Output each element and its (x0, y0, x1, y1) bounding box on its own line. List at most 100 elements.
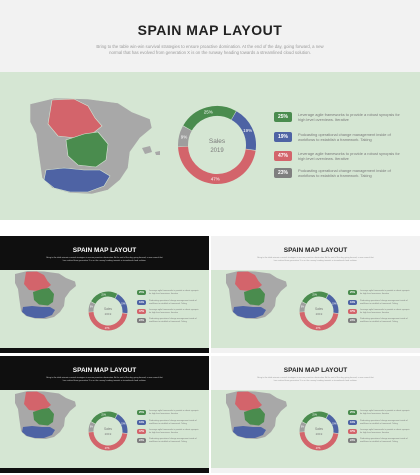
sales-donut-chart: 25% 19% 47% 9% (299, 411, 339, 451)
donut-segment-label: 25% (312, 294, 317, 296)
legend-text: Podcasting operational change management… (360, 438, 408, 443)
sales-donut-chart: 25% 19% 47% 9% (177, 105, 256, 184)
donut-segment (299, 411, 339, 451)
thumb-body: 25% 19% 47% 9% Sales 2019 25% Leverage agile… (211, 270, 420, 353)
legend-item: 19% Podcasting operational change manage… (274, 132, 408, 142)
thumb-title: SPAIN MAP LAYOUT (72, 367, 137, 374)
thumbnail-dark-2[interactable]: SPAIN MAP LAYOUT Bring to the table win-… (0, 356, 209, 473)
thumb-body: 25% 19% 47% 9% Sales 2019 25% Leverage agile… (0, 270, 209, 353)
donut-center-label: Sales (104, 427, 112, 431)
donut-segment (88, 411, 128, 451)
legend-text: Leverage agile frameworks to provide a r… (149, 290, 199, 295)
spain-map (15, 391, 76, 439)
legend-badge: 25% (137, 290, 146, 296)
thumb-header: SPAIN MAP LAYOUT Bring to the table win-… (211, 356, 420, 390)
legend-text: Podcasting operational change management… (149, 300, 197, 305)
sales-donut-chart: 25% 19% 47% 9% (88, 411, 128, 451)
donut-segment-label: 19% (121, 303, 126, 305)
donut-segment-label: 47% (105, 328, 110, 330)
donut-segment-label: 9% (90, 307, 93, 309)
map-south-region (43, 167, 111, 193)
legend-badge: 23% (137, 438, 146, 444)
donut-segment-label: 9% (301, 427, 304, 429)
legend-text: Podcasting operational change management… (149, 438, 197, 443)
slide-subtitle: Bring to the table win-win survival stra… (96, 44, 324, 55)
thumbnail-dark-1[interactable]: SPAIN MAP LAYOUT Bring to the table win-… (0, 236, 209, 353)
legend-item: 25% Leverage agile frameworks to provide … (137, 410, 201, 416)
legend-item: 47% Leverage agile frameworks to provide … (348, 309, 412, 315)
legend-item: 47% Leverage agile frameworks to provide … (348, 429, 412, 435)
sales-donut-chart: 25% 19% 47% 9% (88, 291, 128, 331)
legend-badge: 23% (137, 318, 146, 324)
donut-segment (299, 291, 339, 331)
legend-text: Podcasting operational change management… (360, 420, 408, 425)
thumb-title: SPAIN MAP LAYOUT (283, 367, 348, 374)
thumb-header: SPAIN MAP LAYOUT Bring to the table win-… (0, 356, 209, 390)
legend-item: 23% Podcasting operational change manage… (274, 168, 408, 178)
thumb-footer-bar (211, 468, 420, 473)
slide-header: SPAIN MAP LAYOUT Bring to the table win-… (0, 0, 420, 72)
legend-badge: 23% (348, 438, 357, 444)
thumb-subtitle: Bring to the table win-win survival stra… (46, 257, 163, 262)
donut-center-year: 2019 (105, 312, 112, 316)
donut-center-year: 2019 (316, 312, 323, 316)
sales-donut-chart: 25% 19% 47% 9% (299, 291, 339, 331)
donut-segment (177, 106, 256, 184)
donut-center-year: 2019 (210, 148, 224, 154)
legend-item: 23% Podcasting operational change managem… (137, 318, 201, 324)
legend-item: 19% Podcasting operational change managem… (137, 420, 201, 426)
donut-segment (178, 105, 256, 184)
donut-segment-label: 47% (211, 177, 220, 182)
legend-text: Leverage agile frameworks to provide a r… (360, 410, 410, 415)
legend-badge: 25% (137, 410, 146, 416)
legend-item: 19% Podcasting operational change managem… (348, 300, 412, 306)
donut-center-label: Sales (209, 138, 226, 145)
legend-badge: 23% (348, 318, 357, 324)
legend-badge: 23% (274, 168, 292, 178)
thumb-subtitle: Bring to the table win-win survival stra… (46, 377, 163, 382)
donut-segment-label: 19% (332, 423, 337, 425)
donut-segment-label: 47% (316, 328, 321, 330)
donut-segment-label: 9% (90, 427, 93, 429)
thumb-header: SPAIN MAP LAYOUT Bring to the table win-… (0, 236, 209, 270)
donut-center-label: Sales (315, 307, 323, 311)
legend-text: Podcasting operational change management… (360, 300, 408, 305)
spain-map (29, 97, 160, 195)
thumbnail-light-2[interactable]: SPAIN MAP LAYOUT Bring to the table win-… (211, 356, 420, 473)
donut-segment-label: 25% (101, 294, 106, 296)
legend-badge: 47% (137, 309, 146, 315)
legend-text: Leverage agile frameworks to provide a r… (149, 429, 199, 434)
thumb-body: 25% 19% 47% 9% Sales 2019 25% Leverage agile… (0, 390, 209, 473)
legend-text: Leverage agile frameworks to provide a r… (360, 429, 410, 434)
donut-segment-label: 9% (181, 134, 188, 139)
main-slide[interactable]: SPAIN MAP LAYOUT Bring to the table win-… (0, 0, 420, 220)
legend-badge: 19% (274, 132, 292, 142)
donut-segment-label: 47% (105, 448, 110, 450)
legend-text: Leverage agile frameworks to provide a r… (360, 309, 410, 314)
donut-segment-label: 25% (101, 414, 106, 416)
donut-segment-label: 19% (121, 423, 126, 425)
legend-text: Podcasting operational change management… (298, 132, 391, 142)
legend-badge: 47% (348, 309, 357, 315)
thumb-footer-bar (211, 348, 420, 353)
thumbnail-light-1[interactable]: SPAIN MAP LAYOUT Bring to the table win-… (211, 236, 420, 353)
legend-item: 25% Leverage agile frameworks to provide … (137, 290, 201, 296)
legend-text: Podcasting operational change management… (149, 420, 197, 425)
legend-badge: 19% (137, 420, 146, 426)
thumb-subtitle: Bring to the table win-win survival stra… (257, 257, 374, 262)
map-north-region (47, 98, 103, 139)
spain-map (226, 391, 287, 439)
legend-badge: 47% (274, 151, 292, 161)
legend-text: Leverage agile frameworks to provide a r… (360, 290, 410, 295)
donut-segment (88, 291, 128, 331)
legend-badge: 19% (348, 300, 357, 306)
map-islands (142, 146, 160, 155)
spain-map (226, 271, 287, 319)
thumb-graphics: 25% 19% 47% 9% Sales 2019 (226, 391, 339, 451)
donut-center-year: 2019 (105, 432, 112, 436)
thumb-body: 25% 19% 47% 9% Sales 2019 25% Leverage agile… (211, 390, 420, 473)
legend-item: 47% Leverage agile frameworks to provide … (137, 309, 201, 315)
donut-segment (177, 106, 256, 184)
legend-text: Podcasting operational change management… (298, 168, 391, 178)
legend-item: 23% Podcasting operational change managem… (137, 438, 201, 444)
